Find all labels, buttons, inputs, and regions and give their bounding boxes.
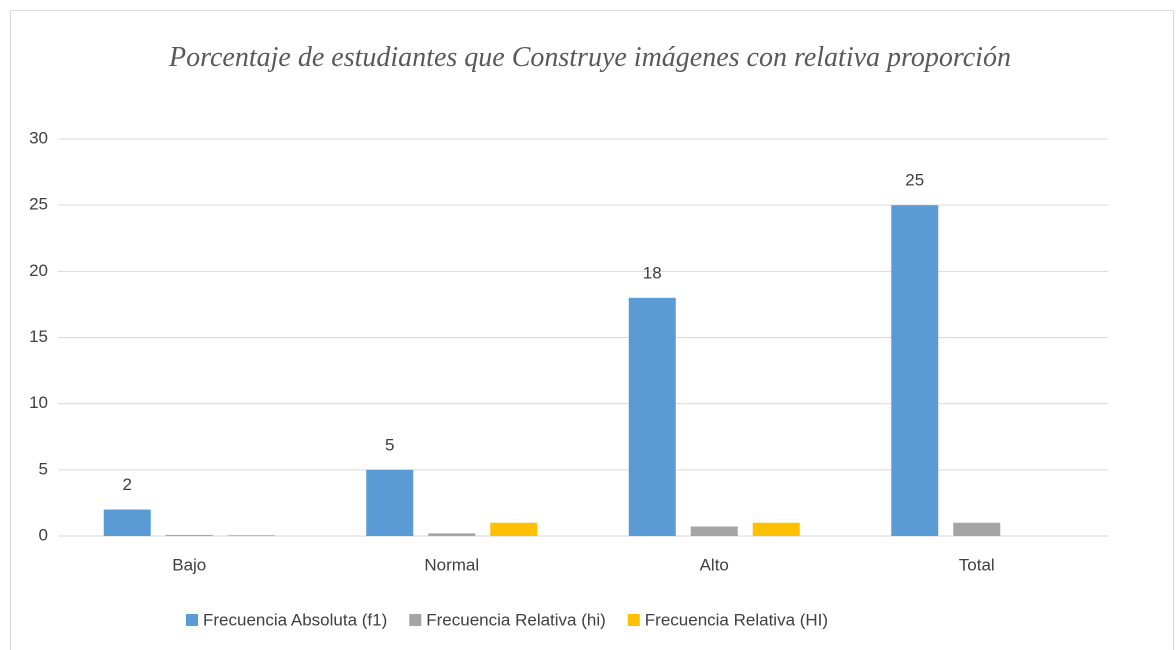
y-tick-label: 5 — [39, 459, 48, 478]
bar — [490, 522, 538, 536]
bar — [628, 297, 676, 536]
y-tick-label: 10 — [29, 393, 48, 412]
x-tick-label: Total — [959, 555, 995, 574]
bar — [690, 526, 738, 536]
legend-swatch — [409, 614, 422, 626]
chart-title: Porcentaje de estudiantes que Construye … — [169, 42, 1011, 73]
legend-label: Frecuencia Absoluta (f1) — [203, 610, 387, 629]
y-tick-label: 25 — [29, 195, 48, 214]
x-tick-label: Bajo — [172, 555, 206, 574]
bar — [103, 509, 151, 536]
bar — [428, 533, 476, 536]
bar — [165, 534, 213, 536]
legend-swatch — [186, 614, 198, 626]
data-label: 2 — [123, 475, 132, 494]
legend-label: Frecuencia Relativa (hi) — [426, 610, 606, 629]
y-tick-label: 20 — [29, 261, 48, 280]
legend-label: Frecuencia Relativa (HI) — [645, 610, 828, 629]
y-tick-label: 30 — [29, 128, 48, 147]
data-label: 18 — [643, 263, 662, 282]
x-tick-label: Normal — [424, 555, 479, 574]
data-label: 25 — [905, 171, 924, 190]
bar — [953, 522, 1001, 536]
bar — [752, 522, 800, 536]
bar — [891, 205, 939, 536]
bar — [227, 534, 275, 536]
y-tick-label: 15 — [29, 327, 48, 346]
x-tick-label: Alto — [700, 555, 729, 574]
bar — [366, 469, 414, 536]
legend-swatch — [627, 614, 640, 626]
y-tick-label: 0 — [39, 525, 48, 544]
chart-frame — [10, 10, 1174, 650]
data-label: 5 — [385, 435, 394, 454]
